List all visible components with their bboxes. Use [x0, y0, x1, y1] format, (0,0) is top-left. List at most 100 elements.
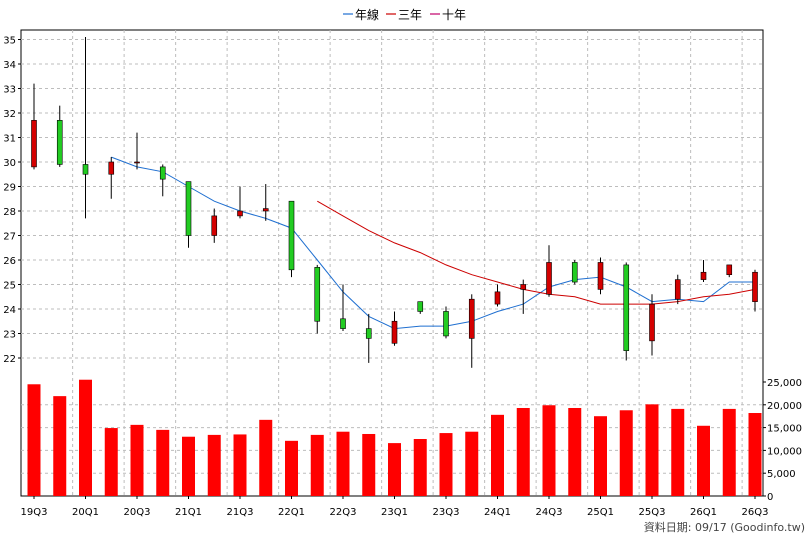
price-tick-label: 26: [3, 256, 16, 267]
volume-bar: [104, 428, 118, 496]
volume-bar: [697, 425, 710, 496]
x-tick-label: 25Q1: [587, 507, 614, 518]
volume-bar: [310, 434, 324, 496]
grid: [21, 30, 763, 496]
x-tick-label: 22Q3: [330, 507, 357, 518]
candle-body: [520, 284, 527, 290]
candle-body: [211, 215, 218, 236]
volume-bar: [619, 410, 633, 496]
candles: [31, 37, 758, 368]
price-tick-label: 28: [3, 207, 16, 218]
price-tick-label: 30: [3, 158, 16, 169]
x-tick-label: 24Q3: [536, 507, 563, 518]
candle-body: [443, 311, 449, 337]
x-axis-ticks: 19Q3 20Q1 20Q3 21Q1 21Q3 22Q1 22Q3 23Q1 23Q3 24Q1…: [21, 496, 768, 518]
price-tick-label: 29: [3, 183, 16, 194]
legend: 年線 三年 十年: [343, 7, 466, 22]
price-tick-label: 31: [3, 134, 16, 145]
volume-bar: [671, 408, 685, 496]
candle-body: [82, 164, 89, 175]
candle-body: [726, 264, 733, 275]
x-tick-label: 21Q3: [227, 507, 254, 518]
volume-tick-label: 0: [767, 492, 773, 503]
volume-bar: [542, 405, 556, 496]
candle-body: [237, 210, 243, 217]
volume-axis-ticks: 0 5,000 10,000 15,000 20,000 25,000: [763, 378, 802, 503]
price-tick-label: 35: [3, 36, 16, 47]
volume-bar: [27, 384, 41, 496]
legend-year-label: 年線: [355, 7, 379, 22]
legend-three-label: 三年: [398, 8, 422, 22]
volume-bar: [722, 408, 736, 496]
candle-body: [159, 166, 166, 180]
candle-body: [134, 161, 140, 164]
candle-body: [365, 328, 372, 339]
volume-bar: [594, 416, 607, 496]
volume-tick-label: 15,000: [767, 424, 802, 435]
volume-bar: [182, 436, 195, 496]
candle-body: [31, 120, 37, 168]
candle-body: [185, 181, 192, 236]
volume-bar: [79, 379, 92, 496]
moving-average-lines: [111, 156, 756, 330]
volume-bar: [516, 407, 530, 496]
candle-body: [391, 320, 398, 344]
volume-bar: [413, 439, 427, 496]
candle-body: [314, 267, 321, 322]
volume-bar: [285, 440, 298, 496]
volume-tick-label: 5,000: [767, 469, 796, 480]
x-tick-label: 23Q1: [381, 507, 408, 518]
candle-body: [700, 271, 707, 280]
candle-body: [108, 161, 115, 175]
volume-tick-label: 10,000: [767, 446, 802, 457]
volume-bar: [388, 443, 401, 496]
candle-body: [674, 279, 681, 300]
volume-bar: [362, 433, 376, 496]
volume-bar: [465, 431, 479, 496]
volume-tick-label: 20,000: [767, 401, 802, 412]
x-tick-label: 23Q3: [433, 507, 460, 518]
volume-bar: [748, 413, 762, 496]
candle-body: [468, 298, 475, 339]
volume-bar: [53, 396, 67, 496]
x-tick-label: 20Q3: [124, 507, 151, 518]
volume-bars: [27, 379, 762, 496]
candle-body: [340, 318, 346, 329]
price-tick-label: 23: [3, 330, 16, 341]
volume-tick-label: 25,000: [767, 378, 802, 389]
ma-year-line: [111, 156, 755, 330]
x-tick-label: 22Q1: [278, 507, 305, 518]
volume-bar: [233, 434, 247, 496]
candle-body: [262, 208, 269, 212]
volume-bar: [207, 434, 221, 496]
price-tick-label: 32: [3, 109, 16, 120]
price-tick-label: 24: [3, 305, 16, 316]
x-tick-label: 26Q1: [690, 507, 717, 518]
volume-bar: [439, 433, 453, 496]
x-tick-label: 19Q3: [21, 507, 48, 518]
x-tick-label: 20Q1: [72, 507, 99, 518]
candle-body: [546, 262, 552, 295]
volume-bar: [568, 407, 582, 496]
volume-bar: [259, 419, 273, 496]
x-tick-label: 25Q3: [639, 507, 666, 518]
candle-body: [597, 262, 604, 290]
candle-body: [417, 301, 424, 312]
x-tick-label: 21Q1: [175, 507, 202, 518]
candle-body: [649, 303, 655, 342]
price-axis-ticks: 22 23 24 25 26 27 28 29 30 31 32 33 34 35: [3, 36, 21, 365]
x-tick-label: 24Q1: [484, 507, 511, 518]
candle-body: [571, 262, 578, 283]
candle-body: [623, 264, 630, 351]
footer-text: 資料日期: 09/17 (Goodinfo.tw): [644, 520, 805, 534]
ma-three-line: [317, 200, 756, 305]
price-tick-label: 34: [3, 60, 16, 71]
volume-bar: [130, 424, 144, 496]
price-tick-label: 22: [3, 354, 16, 365]
candle-body: [56, 120, 63, 165]
volume-bar: [645, 404, 659, 496]
candle-body: [494, 291, 501, 305]
volume-bar: [156, 429, 170, 496]
price-tick-label: 25: [3, 281, 16, 292]
